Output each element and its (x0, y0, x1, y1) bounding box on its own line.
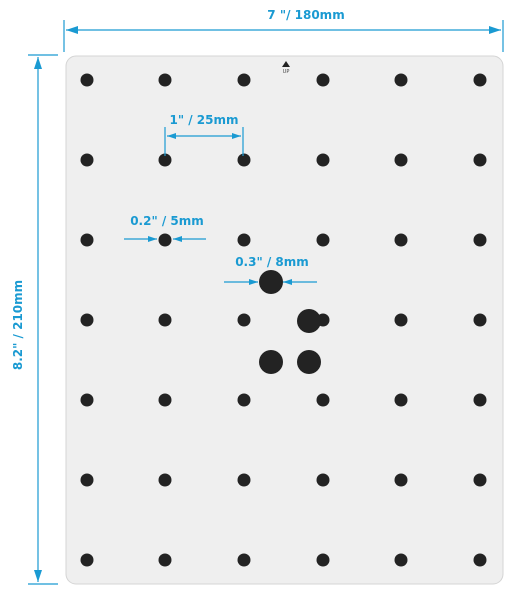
large-hole (297, 309, 321, 333)
height-dimension: 8.2" / 210mm (11, 54, 58, 585)
small-hole (237, 153, 251, 167)
width-arrow-left (66, 26, 78, 34)
small-hole (158, 473, 172, 487)
small-hole (158, 233, 172, 247)
small-hole (80, 73, 94, 87)
large-hole (297, 350, 321, 374)
small-hole (237, 553, 251, 567)
small-hole-label: 0.2" / 5mm (130, 214, 204, 228)
small-hole (237, 233, 251, 247)
small-hole (316, 73, 330, 87)
width-dimension: 7 "/ 180mm (63, 8, 504, 52)
small-hole (158, 153, 172, 167)
small-hole-arrow-left (148, 236, 157, 242)
width-arrow-right (489, 26, 501, 34)
small-hole (394, 393, 408, 407)
small-hole (473, 153, 487, 167)
height-label: 8.2" / 210mm (11, 280, 25, 370)
small-hole (394, 313, 408, 327)
small-hole (316, 153, 330, 167)
small-hole (473, 393, 487, 407)
small-hole (80, 313, 94, 327)
small-hole (80, 233, 94, 247)
small-hole (237, 73, 251, 87)
spacing-arrow-right (232, 133, 241, 139)
small-hole (394, 153, 408, 167)
small-hole (158, 73, 172, 87)
width-label: 7 "/ 180mm (267, 8, 344, 22)
small-hole (80, 473, 94, 487)
large-hole-label: 0.3" / 8mm (235, 255, 309, 269)
large-hole (259, 270, 283, 294)
small-hole (316, 393, 330, 407)
small-hole (80, 553, 94, 567)
small-hole (394, 473, 408, 487)
small-hole (237, 313, 251, 327)
large-hole-arrow-left (249, 279, 258, 285)
up-marker: UP (282, 61, 290, 75)
hole-grid (80, 73, 487, 567)
small-hole (394, 553, 408, 567)
small-hole (473, 473, 487, 487)
large-hole-dimension: 0.3" / 8mm (224, 255, 317, 285)
small-hole (158, 313, 172, 327)
small-hole (158, 393, 172, 407)
small-hole-dimension: 0.2" / 5mm (124, 214, 206, 242)
large-hole-arrow-right (283, 279, 292, 285)
height-arrow-top (34, 57, 42, 69)
spacing-label: 1" / 25mm (169, 113, 238, 127)
small-hole (473, 553, 487, 567)
triangle-up-icon (282, 61, 290, 67)
small-hole (80, 153, 94, 167)
small-hole (80, 393, 94, 407)
spacing-arrow-left (167, 133, 176, 139)
small-hole (237, 473, 251, 487)
small-hole (316, 233, 330, 247)
large-hole (259, 350, 283, 374)
small-hole (473, 313, 487, 327)
plate (65, 55, 504, 585)
small-hole (473, 233, 487, 247)
small-hole (473, 73, 487, 87)
spacing-dimension: 1" / 25mm (164, 113, 244, 156)
height-arrow-bottom (34, 570, 42, 582)
small-hole-arrow-right (173, 236, 182, 242)
small-hole (316, 553, 330, 567)
small-hole (237, 393, 251, 407)
small-hole (394, 233, 408, 247)
small-hole (394, 73, 408, 87)
up-label: UP (283, 69, 290, 75)
small-hole (316, 473, 330, 487)
small-hole (158, 553, 172, 567)
